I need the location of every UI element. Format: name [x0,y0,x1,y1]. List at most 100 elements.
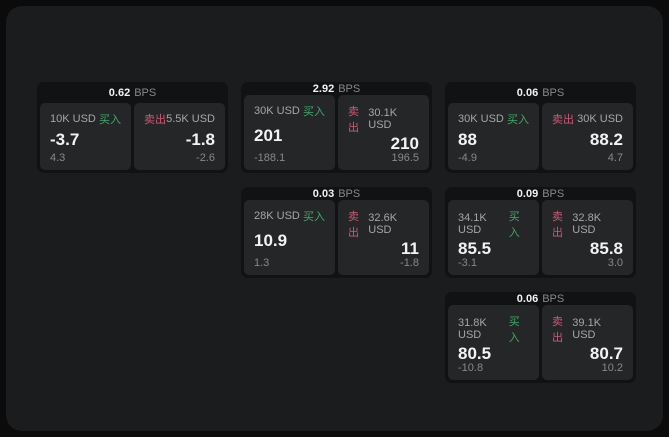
sell-size: 32.6K USD [368,212,398,236]
sell-price: 88.2 [589,130,623,149]
sell-size: 39.1K USD [572,317,602,341]
buy-price: 85.5 [458,239,492,258]
quote-card-body: 31.8K USD 买入 80.5 -10.8 卖出 39.1K USD 80.… [448,305,633,380]
buy-delta: -10.8 [458,362,484,374]
sell-action-label: 卖出 [552,316,563,344]
buy-quote-tile[interactable]: 10K USD 买入 -3.7 4.3 [40,103,131,170]
quote-card-body: 10K USD 买入 -3.7 4.3 卖出 5.5K USD -1.8 -2.… [40,103,225,170]
quote-card: 0.06 BPS 30K USD 买入 88 -4.9 卖出 30K USD 8… [445,82,636,173]
buy-size: 10K USD [50,113,96,125]
buy-delta: -188.1 [254,152,286,164]
sell-price: 210 [390,134,419,153]
sell-action-label: 卖出 [144,114,166,126]
quote-card: 0.06 BPS 31.8K USD 买入 80.5 -10.8 卖出 39.1… [445,292,636,383]
bps-unit-label: BPS [338,82,361,95]
sell-size: 30.1K USD [368,107,398,131]
buy-tile-header: 30K USD 买入 [254,103,325,119]
bps-value: 0.06 [516,86,539,99]
quote-card: 0.09 BPS 34.1K USD 买入 85.5 -3.1 卖出 32.8K… [445,187,636,278]
bps-unit-label: BPS [542,86,565,99]
buy-price: 201 [254,126,283,145]
bps-value: 0.03 [312,187,335,200]
sell-tile-header: 卖出 30.1K USD [348,103,419,135]
buy-tile-header: 30K USD 买入 [458,111,529,127]
quote-card-header: 0.06 BPS [448,82,633,103]
bps-value: 2.92 [312,82,335,95]
sell-action-label: 卖出 [348,106,359,134]
buy-action-label: 买入 [303,106,325,118]
sell-tile-header: 卖出 30K USD [552,111,623,127]
bps-value: 0.06 [516,292,539,305]
buy-price: 80.5 [458,344,492,363]
sell-delta: 3.0 [607,257,623,269]
sell-price: 11 [401,239,419,258]
buy-quote-tile[interactable]: 30K USD 买入 201 -188.1 [244,95,335,170]
quote-card-body: 34.1K USD 买入 85.5 -3.1 卖出 32.8K USD 85.8… [448,200,633,275]
buy-size: 34.1K USD [458,212,487,236]
sell-delta: 10.2 [601,362,623,374]
buy-tile-header: 28K USD 买入 [254,208,325,224]
bps-unit-label: BPS [338,187,361,200]
cards-grid: 0.62 BPS 10K USD 买入 -3.7 4.3 卖出 5.5K USD… [37,82,636,383]
quote-card: 0.03 BPS 28K USD 买入 10.9 1.3 卖出 32.6K US… [241,187,432,278]
buy-quote-tile[interactable]: 30K USD 买入 88 -4.9 [448,103,539,170]
buy-delta: 4.3 [50,152,66,164]
buy-delta: 1.3 [254,257,270,269]
buy-quote-tile[interactable]: 31.8K USD 买入 80.5 -10.8 [448,305,539,380]
sell-price: 80.7 [589,344,623,363]
buy-price: 88 [458,130,477,149]
bps-value: 0.62 [108,86,131,99]
buy-tile-header: 34.1K USD 买入 [458,208,529,240]
sell-tile-header: 卖出 39.1K USD [552,313,623,345]
quote-card: 0.62 BPS 10K USD 买入 -3.7 4.3 卖出 5.5K USD… [37,82,228,173]
sell-price: -1.8 [185,130,215,149]
buy-quote-tile[interactable]: 28K USD 买入 10.9 1.3 [244,200,335,275]
buy-size: 31.8K USD [458,317,487,341]
sell-size: 5.5K USD [166,113,215,125]
sell-action-label: 卖出 [348,211,359,239]
sell-quote-tile[interactable]: 卖出 30.1K USD 210 196.5 [338,95,429,170]
sell-delta: 196.5 [391,152,419,164]
buy-action-label: 买入 [508,316,520,344]
sell-tile-header: 卖出 32.6K USD [348,208,419,240]
sell-tile-header: 卖出 32.8K USD [552,208,623,240]
buy-action-label: 买入 [508,211,520,239]
sell-size: 30K USD [577,113,623,125]
sell-tile-header: 卖出 5.5K USD [144,111,215,127]
quote-card: 2.92 BPS 30K USD 买入 201 -188.1 卖出 30.1K … [241,82,432,173]
buy-action-label: 买入 [507,114,529,126]
buy-size: 30K USD [254,105,300,117]
sell-quote-tile[interactable]: 卖出 32.6K USD 11 -1.8 [338,200,429,275]
quotes-panel: 0.62 BPS 10K USD 买入 -3.7 4.3 卖出 5.5K USD… [6,6,663,431]
quote-card-header: 0.09 BPS [448,187,633,200]
sell-delta: 4.7 [607,152,623,164]
buy-action-label: 买入 [99,114,121,126]
bps-unit-label: BPS [542,187,565,200]
quote-card-body: 30K USD 买入 201 -188.1 卖出 30.1K USD 210 1… [244,95,429,170]
bps-value: 0.09 [516,187,539,200]
buy-tile-header: 31.8K USD 买入 [458,313,529,345]
buy-size: 28K USD [254,210,300,222]
quote-card-header: 2.92 BPS [244,82,429,95]
buy-price: 10.9 [254,231,288,250]
sell-quote-tile[interactable]: 卖出 39.1K USD 80.7 10.2 [542,305,633,380]
buy-price: -3.7 [50,130,80,149]
quote-card-header: 0.62 BPS [40,82,225,103]
sell-quote-tile[interactable]: 卖出 30K USD 88.2 4.7 [542,103,633,170]
sell-quote-tile[interactable]: 卖出 5.5K USD -1.8 -2.6 [134,103,225,170]
sell-delta: -1.8 [400,257,419,269]
bps-unit-label: BPS [542,292,565,305]
buy-delta: -3.1 [458,257,477,269]
buy-quote-tile[interactable]: 34.1K USD 买入 85.5 -3.1 [448,200,539,275]
quote-card-header: 0.03 BPS [244,187,429,200]
sell-action-label: 卖出 [552,211,563,239]
sell-quote-tile[interactable]: 卖出 32.8K USD 85.8 3.0 [542,200,633,275]
buy-action-label: 买入 [303,211,325,223]
sell-price: 85.8 [589,239,623,258]
quote-card-body: 30K USD 买入 88 -4.9 卖出 30K USD 88.2 4.7 [448,103,633,170]
bps-unit-label: BPS [134,86,157,99]
buy-tile-header: 10K USD 买入 [50,111,121,127]
buy-delta: -4.9 [458,152,477,164]
quote-card-body: 28K USD 买入 10.9 1.3 卖出 32.6K USD 11 -1.8 [244,200,429,275]
sell-size: 32.8K USD [572,212,602,236]
